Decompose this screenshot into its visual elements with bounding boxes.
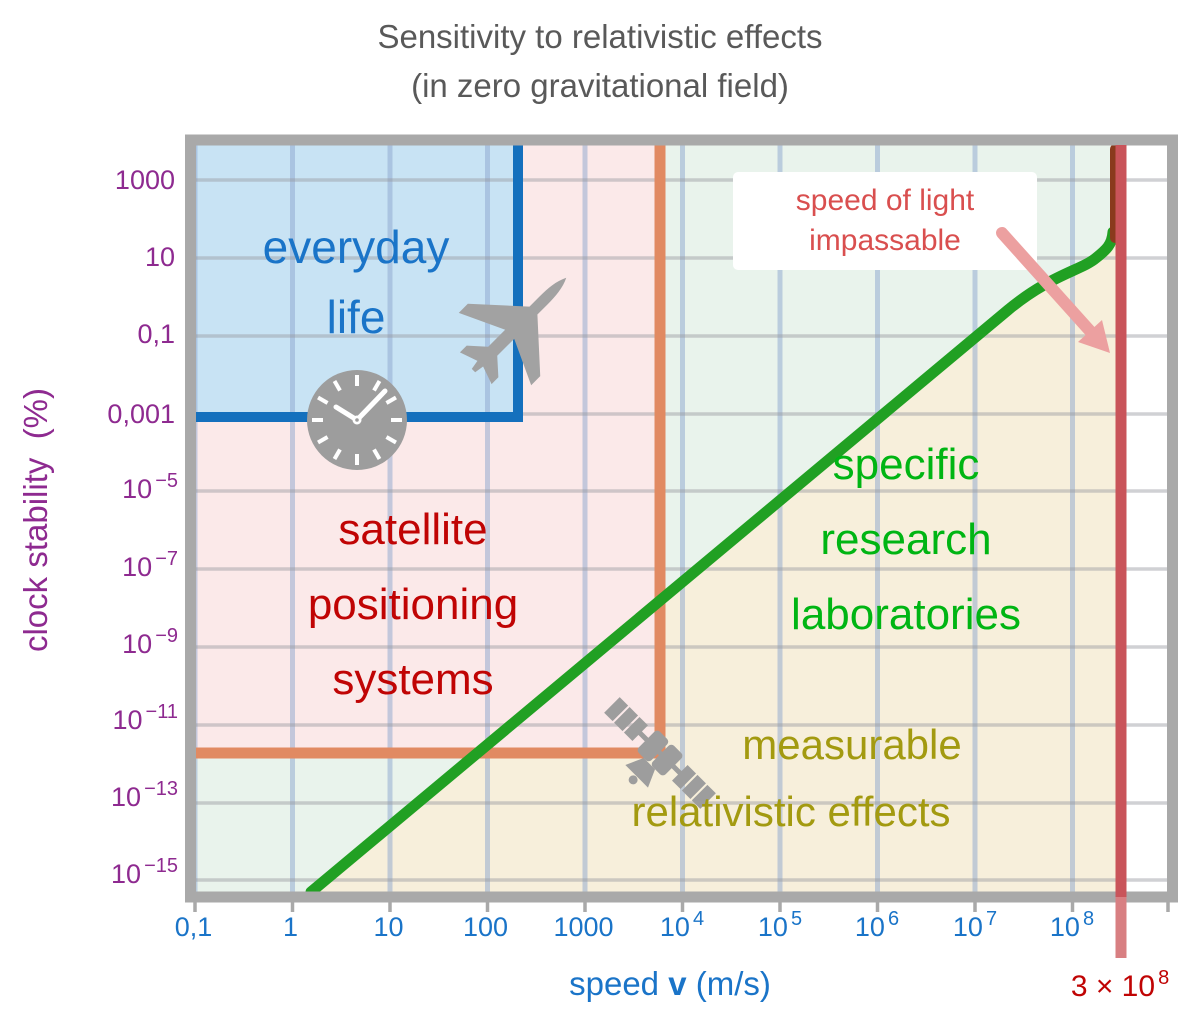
everyday-boundary-line (193, 145, 523, 422)
x-axis-tick-marks (193, 902, 1170, 912)
region-measurable-fill (311, 145, 1126, 892)
plot-border (185, 134, 1178, 903)
satellite-icon (604, 697, 716, 809)
airplane-icon (458, 277, 567, 386)
region-beyond-light-fill (1126, 145, 1168, 892)
grid-horizontal (193, 178, 1168, 882)
clock-icon (307, 370, 407, 470)
